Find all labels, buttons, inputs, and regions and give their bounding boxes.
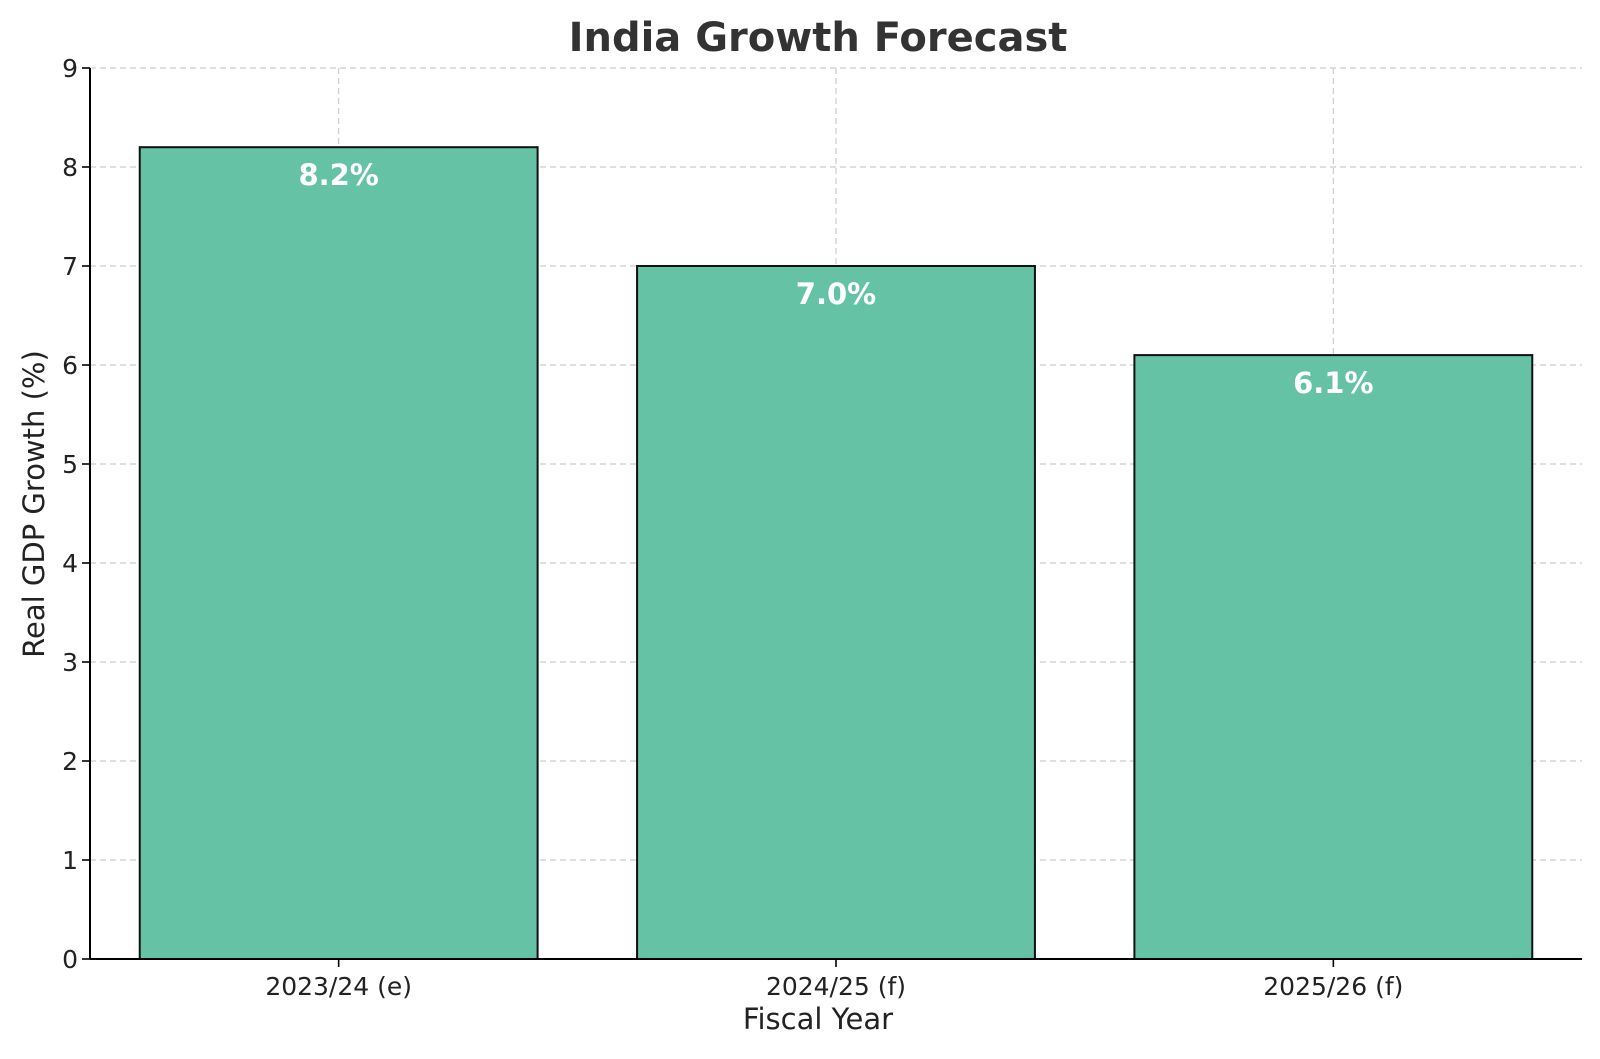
y-tick-label: 8 <box>62 153 78 182</box>
y-tick-label: 7 <box>62 252 78 281</box>
bar-value-label: 6.1% <box>1293 366 1373 400</box>
data-labels: 8.2% 7.0% 6.1% <box>298 158 1373 400</box>
x-axis-label: Fiscal Year <box>743 1002 893 1036</box>
x-tick-label: 2024/25 (f) <box>766 972 906 1001</box>
y-tick-label: 5 <box>62 450 78 479</box>
y-tick-label: 6 <box>62 351 78 380</box>
bar <box>138 146 539 960</box>
bar <box>636 265 1036 960</box>
y-tick-label: 3 <box>62 648 78 677</box>
x-tick-label: 2025/26 (f) <box>1263 972 1403 1001</box>
bar-value-label: 8.2% <box>298 158 378 192</box>
y-tick-label: 2 <box>62 747 78 776</box>
x-tick-label: 2023/24 (e) <box>265 972 412 1001</box>
chart-title: India Growth Forecast <box>569 15 1068 61</box>
bar-value-label: 7.0% <box>796 277 876 311</box>
y-tick-label: 4 <box>62 549 78 578</box>
y-axis-label: Real GDP Growth (%) <box>17 350 51 658</box>
y-tick-label: 1 <box>62 846 78 875</box>
y-tick-label: 0 <box>62 945 78 974</box>
bars <box>138 146 1534 961</box>
bar <box>1133 354 1534 961</box>
y-tick-label: 9 <box>62 54 78 83</box>
y-ticks: 0 1 2 3 4 5 6 7 8 9 <box>62 54 90 974</box>
x-ticks: 2023/24 (e) 2024/25 (f) 2025/26 (f) <box>265 959 1403 1001</box>
